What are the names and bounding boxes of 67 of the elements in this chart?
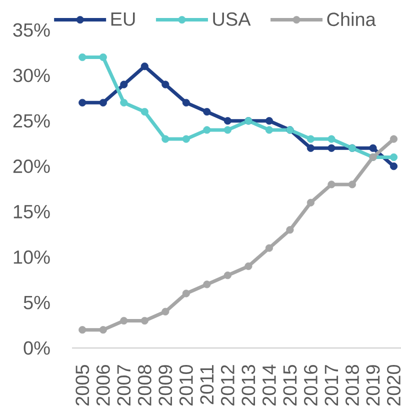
point: [140, 316, 148, 325]
x-tick-label: 2015: [283, 365, 297, 406]
point: [140, 62, 148, 70]
x-tick-label: 2010: [179, 364, 193, 406]
point: [306, 144, 315, 152]
point: [182, 290, 190, 298]
point: [78, 53, 86, 62]
x-tick-label: 2018: [346, 365, 359, 406]
point: [328, 144, 336, 152]
y-tick-label: 10%: [14, 250, 50, 264]
legend-label: USA: [213, 12, 251, 26]
x-tick-label: 2005: [76, 365, 90, 406]
x-tick-label: 2009: [158, 365, 172, 406]
x-tick-label: 2007: [117, 365, 131, 406]
x-tick-label: 2019: [366, 365, 380, 406]
point: [328, 180, 336, 188]
point: [369, 144, 377, 152]
point: [328, 135, 336, 143]
point: [265, 117, 273, 125]
x-tick-label: 2011: [200, 365, 214, 404]
point: [224, 126, 232, 134]
y-tick-label: 35%: [13, 23, 50, 37]
y-tick-label: 30%: [13, 68, 50, 82]
x-tick-label: 2013: [242, 365, 256, 406]
point: [286, 226, 294, 234]
y-tick-label: 5%: [24, 296, 50, 310]
point: [140, 108, 148, 116]
x-tick-label: 2020: [387, 364, 400, 406]
point: [203, 280, 211, 288]
x-tick-label: 2008: [138, 365, 152, 406]
point: [162, 80, 170, 88]
point: [99, 53, 107, 62]
point: [390, 135, 398, 143]
y-tick-label: 15%: [14, 205, 50, 218]
point: [244, 262, 252, 270]
x-tick-label: 2017: [324, 365, 338, 406]
point: [306, 135, 315, 143]
point: [120, 98, 128, 106]
point: [265, 126, 273, 134]
x-tick-label: 2006: [96, 365, 110, 406]
y-tick-label: 0%: [24, 341, 50, 355]
point: [182, 135, 190, 143]
point: [78, 326, 86, 334]
point: [120, 80, 128, 88]
point: [162, 308, 170, 316]
point: [306, 198, 315, 206]
point: [348, 180, 356, 188]
point: [390, 153, 398, 161]
point: [224, 272, 232, 280]
x-tick-label: 2016: [304, 365, 318, 406]
point: [203, 108, 211, 116]
x-tick-label: 2012: [220, 365, 234, 406]
y-tick-label: 20%: [13, 160, 50, 174]
point: [265, 244, 273, 252]
point: [203, 126, 211, 134]
point: [99, 98, 107, 106]
point: [224, 117, 232, 125]
point: [390, 162, 398, 170]
point: [162, 135, 170, 143]
point: [182, 98, 190, 106]
legend-label: China: [327, 12, 376, 26]
point: [78, 98, 86, 106]
y-tick-label: 25%: [13, 114, 50, 128]
legend-label: EU: [111, 12, 135, 26]
x-tick-label: 2014: [262, 364, 276, 406]
point: [120, 316, 128, 325]
point: [99, 326, 107, 334]
